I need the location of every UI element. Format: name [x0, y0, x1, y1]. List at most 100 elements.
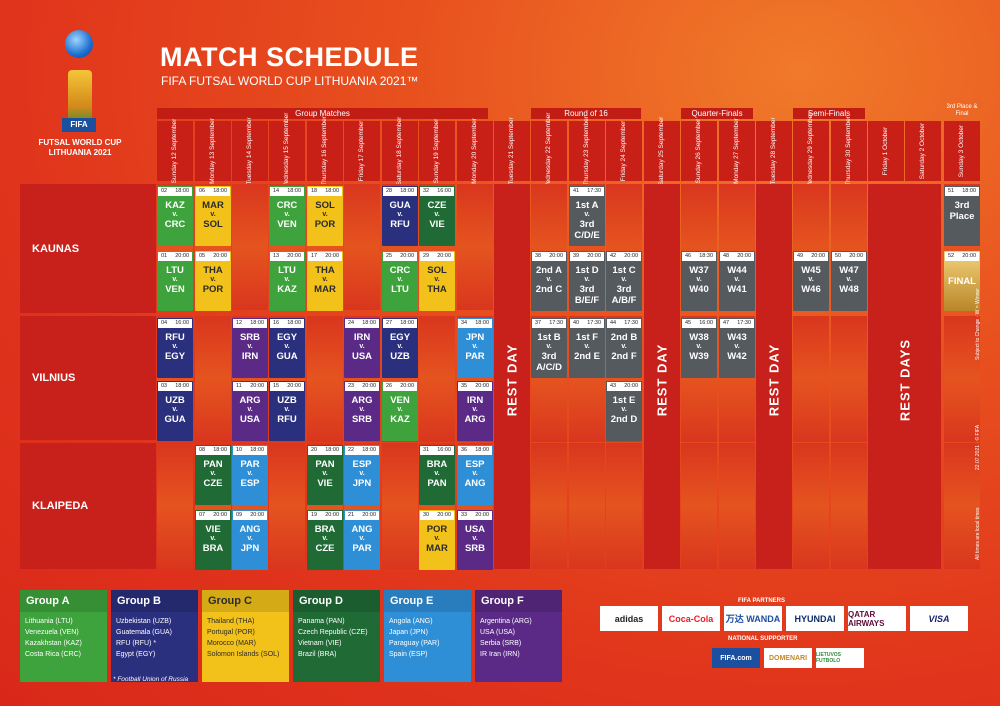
group-legend: Group F Argentina (ARG) USA (USA) Serbia (S…	[475, 590, 562, 682]
match-card[interactable]: 28 18:00 GUA v. RFU	[382, 186, 418, 246]
match-card[interactable]: 20 18:00 PAN v. VIE	[307, 445, 343, 505]
match-teams: LTU v. VEN	[157, 262, 193, 295]
match-card[interactable]: 27 18:00 EGY v. UZB	[382, 318, 418, 378]
match-number: 07	[199, 512, 206, 518]
day-cell-background	[382, 443, 418, 569]
versus-label: v.	[359, 406, 365, 413]
team-label: 1st C	[612, 265, 636, 276]
versus-label: v.	[210, 535, 216, 542]
match-card[interactable]: 46 18:30 W37 v. W40	[681, 251, 717, 311]
team-label: LTU	[166, 265, 184, 276]
match-card[interactable]: 03 18:00 UZB v. GUA	[157, 381, 193, 441]
match-number: 44	[610, 320, 617, 326]
match-teams: ESP v. JPN	[344, 456, 380, 489]
versus-label: v.	[472, 470, 478, 477]
match-header: 10 18:00	[233, 446, 267, 455]
match-time: 20:00	[325, 253, 339, 259]
match-card[interactable]: 13 20:00 LTU v. KAZ	[269, 251, 305, 311]
match-card[interactable]: 22 18:00 ESP v. JPN	[344, 445, 380, 505]
match-card[interactable]: 07 20:00 VIE v. BRA	[195, 510, 231, 570]
side-note-date: 22.07.2021 · © FIFA	[975, 424, 981, 470]
match-card[interactable]: 10 18:00 PAR v. ESP	[232, 445, 268, 505]
match-card[interactable]: 01 20:00 LTU v. VEN	[157, 251, 193, 311]
versus-label: v.	[210, 470, 216, 477]
rest-day-label: REST DAY	[504, 343, 520, 417]
match-card[interactable]: 32 16:00 CZE v. VIE	[419, 186, 455, 246]
versus-label: v.	[584, 343, 590, 350]
team-label: SRB	[464, 543, 486, 554]
versus-label: v.	[696, 343, 702, 350]
match-card[interactable]: 45 16:00 W38 v. W39	[681, 318, 717, 378]
team-label: BRA	[314, 524, 336, 535]
match-teams: PAR v. ESP	[232, 456, 268, 489]
match-card[interactable]: 51 18:00 3rd Place	[944, 186, 980, 246]
match-card[interactable]: 47 17:30 W43 v. W42	[719, 318, 755, 378]
group-name: Group C	[202, 590, 289, 612]
match-card[interactable]: 33 20:00 USA v. SRB	[457, 510, 493, 570]
versus-label: v.	[472, 406, 478, 413]
match-time: 20:00	[437, 512, 451, 518]
match-card[interactable]: 21 20:00 ANG v. PAR	[344, 510, 380, 570]
match-card[interactable]: 16 18:00 EGY v. GUA	[269, 318, 305, 378]
match-card[interactable]: 02 18:00 KAZ v. CRC	[157, 186, 193, 246]
match-card[interactable]: 17 20:00 THA v. MAR	[307, 251, 343, 311]
match-card[interactable]: 35 20:00 IRN v. ARG	[457, 381, 493, 441]
match-card[interactable]: 34 18:00 JPN v. PAR	[457, 318, 493, 378]
match-card[interactable]: 18 18:00 SOL v. POR	[307, 186, 343, 246]
match-card[interactable]: 36 18:00 ESP v. ANG	[457, 445, 493, 505]
venue-klaipeda: KLAIPEDA	[20, 443, 156, 569]
match-card[interactable]: 31 16:00 BRA v. PAN	[419, 445, 455, 505]
match-card[interactable]: 12 18:00 SRB v. IRN	[232, 318, 268, 378]
match-number: 27	[386, 320, 393, 326]
match-card[interactable]: 26 20:00 VEN v. KAZ	[382, 381, 418, 441]
match-number: 02	[161, 188, 168, 194]
match-teams: CRC v. LTU	[382, 262, 418, 295]
team-label: POR	[202, 284, 224, 295]
versus-label: v.	[846, 276, 852, 283]
match-card[interactable]: 24 18:00 IRN v. USA	[344, 318, 380, 378]
match-header: 37 17:30	[532, 319, 566, 328]
match-card[interactable]: 23 20:00 ARG v. SRB	[344, 381, 380, 441]
match-card[interactable]: 19 20:00 BRA v. CZE	[307, 510, 343, 570]
team-label: THA	[203, 265, 223, 276]
match-card[interactable]: 08 18:00 PAN v. CZE	[195, 445, 231, 505]
versus-label: v.	[172, 406, 178, 413]
match-teams: KAZ v. CRC	[157, 197, 193, 230]
match-card[interactable]: 04 16:00 RFU v. EGY	[157, 318, 193, 378]
match-header: 51 18:00	[945, 187, 979, 196]
match-card[interactable]: 30 20:00 POR v. MAR	[419, 510, 455, 570]
stage-group-matches: Group Matches	[157, 108, 488, 119]
versus-label: v.	[397, 276, 403, 283]
match-card[interactable]: 14 18:00 CRC v. VEN	[269, 186, 305, 246]
match-number: 03	[161, 383, 168, 389]
match-card[interactable]: 52 20:00 FINAL	[944, 251, 980, 311]
match-card[interactable]: 06 18:00 MAR v. SOL	[195, 186, 231, 246]
match-time: 20:00	[287, 253, 301, 259]
versus-label: v.	[584, 276, 590, 283]
match-card[interactable]: 09 20:00 ANG v. JPN	[232, 510, 268, 570]
match-card[interactable]: 25 20:00 CRC v. LTU	[382, 251, 418, 311]
match-header: 42 20:00	[607, 252, 641, 261]
match-card[interactable]: 11 20:00 ARG v. USA	[232, 381, 268, 441]
date-column-header: Thursday 30 September	[831, 116, 867, 186]
match-card[interactable]: 48 20:00 W44 v. W41	[719, 251, 755, 311]
team-label: W47	[839, 265, 859, 276]
match-card[interactable]: 50 20:00 W47 v. W48	[831, 251, 867, 311]
group-team: Paraguay (PAR)	[389, 640, 440, 647]
match-card[interactable]: 49 20:00 W45 v. W46	[793, 251, 829, 311]
match-card[interactable]: 05 20:00 THA v. POR	[195, 251, 231, 311]
match-card[interactable]: 15 20:00 UZB v. RFU	[269, 381, 305, 441]
day-cell-background	[344, 184, 380, 310]
match-teams: JPN v. PAR	[457, 329, 493, 362]
match-card[interactable]: 29 20:00 SOL v. THA	[419, 251, 455, 311]
match-header: 08 18:00	[196, 446, 230, 455]
